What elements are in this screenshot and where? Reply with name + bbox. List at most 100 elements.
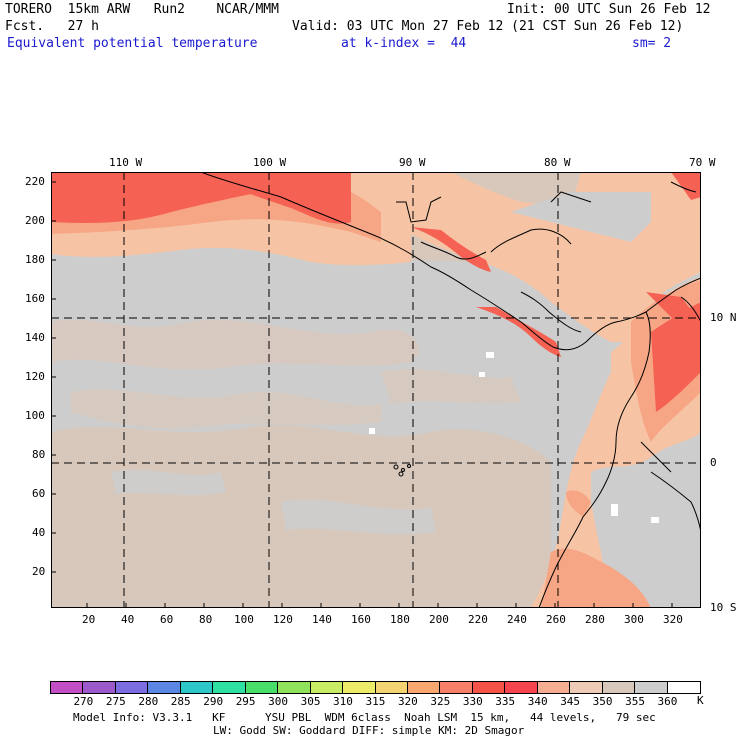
colorbar-swatch: [309, 681, 345, 694]
colorbar-label: 305: [300, 695, 321, 708]
field-335-340-ecuador: [566, 490, 591, 517]
colorbar-swatch: [212, 681, 248, 694]
colorbar-label: 295: [235, 695, 256, 708]
colorbar-swatch: [666, 681, 702, 694]
x-tick: 320: [663, 613, 683, 626]
colorbar-swatch: [536, 681, 572, 694]
colorbar-swatch: [179, 681, 215, 694]
colorbar-label: 290: [203, 695, 224, 708]
x-tick: 220: [468, 613, 488, 626]
colorbar-swatch: [601, 681, 637, 694]
colorbar-swatch: [114, 681, 150, 694]
colorbar-swatch: [439, 681, 475, 694]
lat-label-0: 0: [710, 456, 717, 469]
colorbar-label: 275: [105, 695, 126, 708]
colorbar-label: 345: [560, 695, 581, 708]
field-335-340-peru: [541, 548, 651, 608]
x-tick: 180: [390, 613, 410, 626]
lon-label-100w: 100 W: [253, 156, 287, 169]
field-360-speck: [479, 372, 485, 377]
colorbar-label: 310: [333, 695, 353, 708]
colorbar-label: 300: [268, 695, 289, 708]
colorbar-swatch: [147, 681, 183, 694]
field-360-speck: [486, 352, 494, 358]
y-tick: 40: [32, 526, 46, 539]
colorbar-swatch: [634, 681, 670, 694]
field-345-350-patch: [381, 369, 521, 404]
field-350-355-amazon: [591, 432, 701, 608]
colorbar-swatch: [504, 681, 540, 694]
lat-label-10n: 10 N: [710, 311, 737, 324]
colorbar-swatch: [374, 681, 410, 694]
lon-label-110w: 110 W: [109, 156, 143, 169]
colorbar-swatch: [406, 681, 442, 694]
y-tick: 180: [25, 253, 45, 266]
forecast-hour: Fcst. 27 h: [5, 19, 99, 34]
colorbar-swatch: [82, 681, 118, 694]
y-tick: 120: [25, 370, 45, 383]
map-frame: [51, 172, 701, 608]
colorbar-label: 350: [592, 695, 613, 708]
field-name: Equivalent potential temperature: [7, 36, 258, 51]
smoothing: sm= 2: [632, 36, 672, 51]
colorbar-unit: K: [697, 694, 704, 707]
colorbar-label: 360: [657, 695, 678, 708]
y-tick: 140: [25, 331, 45, 344]
field-330-335-colombia: [651, 302, 701, 412]
lon-label-80w: 80 W: [544, 156, 571, 169]
colorbar-swatch: [244, 681, 280, 694]
x-tick: 160: [351, 613, 371, 626]
field-330-335-costa-rica: [476, 307, 561, 357]
x-tick: 20: [82, 613, 96, 626]
x-tick: 60: [160, 613, 174, 626]
init-time: Init: 00 UTC Sun 26 Feb 12: [507, 2, 711, 17]
theta-e-map: [51, 172, 701, 608]
x-tick: 120: [273, 613, 293, 626]
y-tick: 160: [25, 292, 45, 305]
field-345-350-gulf: [451, 172, 581, 207]
field-350-355-patch: [111, 469, 226, 496]
y-tick: 220: [25, 175, 45, 188]
colorbar-label: 340: [527, 695, 548, 708]
colorbar-label: 325: [430, 695, 451, 708]
field-350-355-caribbean: [511, 192, 651, 242]
colorbar-swatch: [342, 681, 377, 694]
lat-label-10s: 10 S: [710, 601, 737, 614]
y-tick: 200: [25, 214, 45, 227]
x-tick: 240: [507, 613, 527, 626]
x-tick: 140: [312, 613, 332, 626]
field-345-350-patch: [51, 319, 419, 370]
colorbar-label: 315: [365, 695, 386, 708]
coastlines: [200, 172, 701, 608]
y-tick: 100: [25, 409, 45, 422]
colorbar-label: 335: [495, 695, 516, 708]
colorbar-swatch: [569, 681, 605, 694]
field-330-335-colombia-b: [646, 292, 691, 322]
x-tick: 200: [429, 613, 449, 626]
x-tick: 280: [585, 613, 605, 626]
y-tick: 80: [32, 448, 46, 461]
colorbar-swatch: [471, 681, 507, 694]
graticule: [51, 172, 701, 608]
colorbar-label: 330: [462, 695, 483, 708]
level-index: at k-index = 44: [341, 36, 467, 51]
colorbar-label: 270: [73, 695, 94, 708]
x-tick: 100: [234, 613, 254, 626]
valid-time: Valid: 03 UTC Mon 27 Feb 12 (21 CST Sun …: [292, 19, 684, 34]
field-360-speck: [651, 517, 659, 523]
colorbar-label: 280: [138, 695, 159, 708]
field-350-355-patch: [281, 499, 436, 535]
x-tick: 260: [546, 613, 566, 626]
field-330-335-caribbean: [671, 172, 701, 200]
field-345-350-patch: [71, 389, 381, 429]
colorbar-swatch: [277, 681, 313, 694]
model-info: Model Info: V3.3.1 KF YSU PBL WDM 6class…: [73, 711, 656, 724]
x-tick: 40: [121, 613, 135, 626]
x-tick: 80: [199, 613, 213, 626]
y-tick: 60: [32, 487, 46, 500]
field-330-335-guatemala: [411, 227, 491, 272]
colorbar-label: 355: [625, 695, 645, 708]
field-360-speck: [369, 428, 375, 434]
colorbar-label: 320: [397, 695, 418, 708]
colorbar-label: 285: [170, 695, 191, 708]
